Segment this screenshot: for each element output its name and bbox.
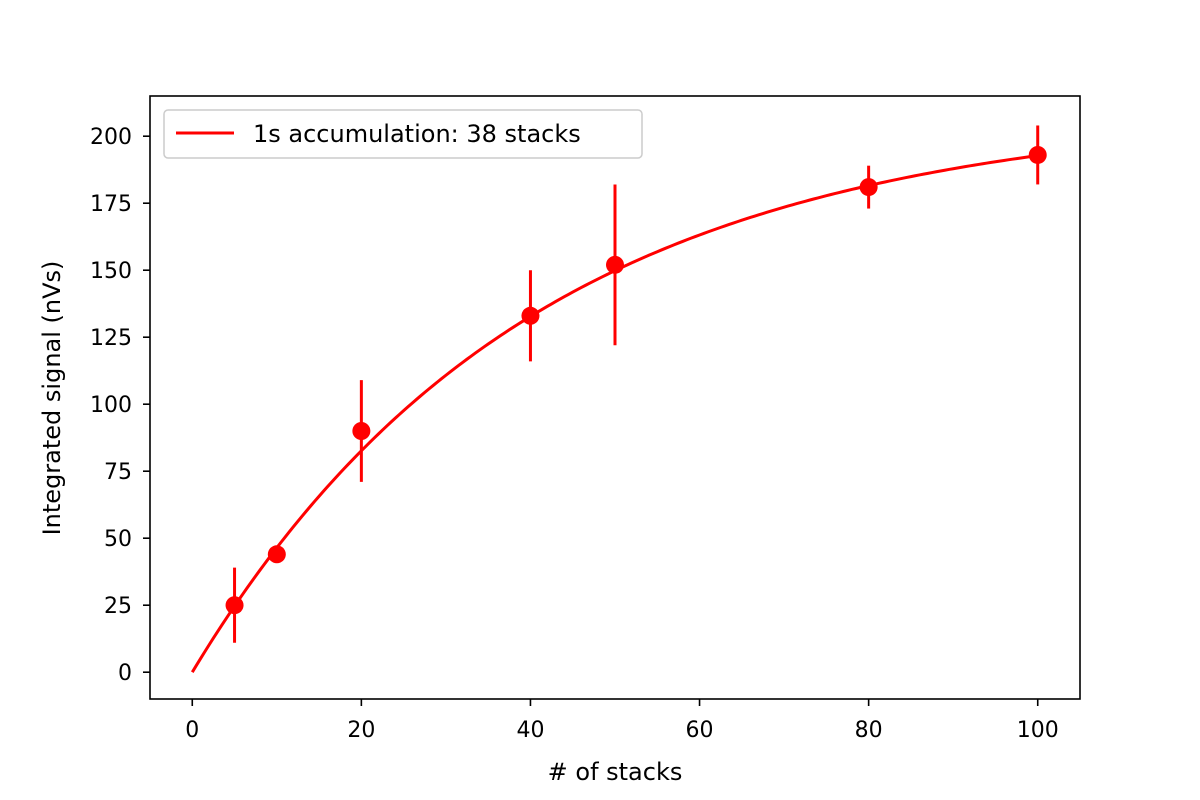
y-tick-label: 200 <box>90 125 132 150</box>
data-point <box>606 255 624 274</box>
x-tick-label: 80 <box>855 718 883 743</box>
ticks-layer: 0 20 40 60 80 100 0 25 50 75 100 125 150 175 200 <box>90 125 1059 743</box>
y-tick-label: 100 <box>90 393 132 418</box>
data-point <box>267 545 286 564</box>
x-tick-label: 20 <box>347 718 375 743</box>
legend-entry-label: 1s accumulation: 38 stacks <box>253 120 581 148</box>
data-point <box>521 306 540 325</box>
data-point <box>859 178 878 197</box>
x-axis-label: # of stacks <box>548 758 683 786</box>
y-tick-label: 175 <box>90 192 132 217</box>
data-point <box>352 422 371 440</box>
legend: 1s accumulation: 38 stacks <box>163 109 643 159</box>
y-axis-label: Integrated signal (nVs) <box>38 261 66 536</box>
y-tick-label: 150 <box>90 259 132 284</box>
plot-frame <box>149 95 1081 700</box>
legend-box <box>163 109 643 159</box>
x-tick-label: 0 <box>185 718 199 743</box>
y-tick-label: 25 <box>104 594 132 619</box>
data-point <box>1028 145 1047 164</box>
data-layer <box>190 125 1047 673</box>
y-tick-label: 125 <box>90 326 132 351</box>
data-point <box>225 596 244 615</box>
y-tick-label: 0 <box>118 661 132 686</box>
y-tick-label: 50 <box>104 527 132 552</box>
y-tick-label: 75 <box>104 460 132 485</box>
x-tick-label: 100 <box>1017 718 1059 743</box>
x-tick-label: 40 <box>516 718 544 743</box>
x-tick-label: 60 <box>686 718 714 743</box>
